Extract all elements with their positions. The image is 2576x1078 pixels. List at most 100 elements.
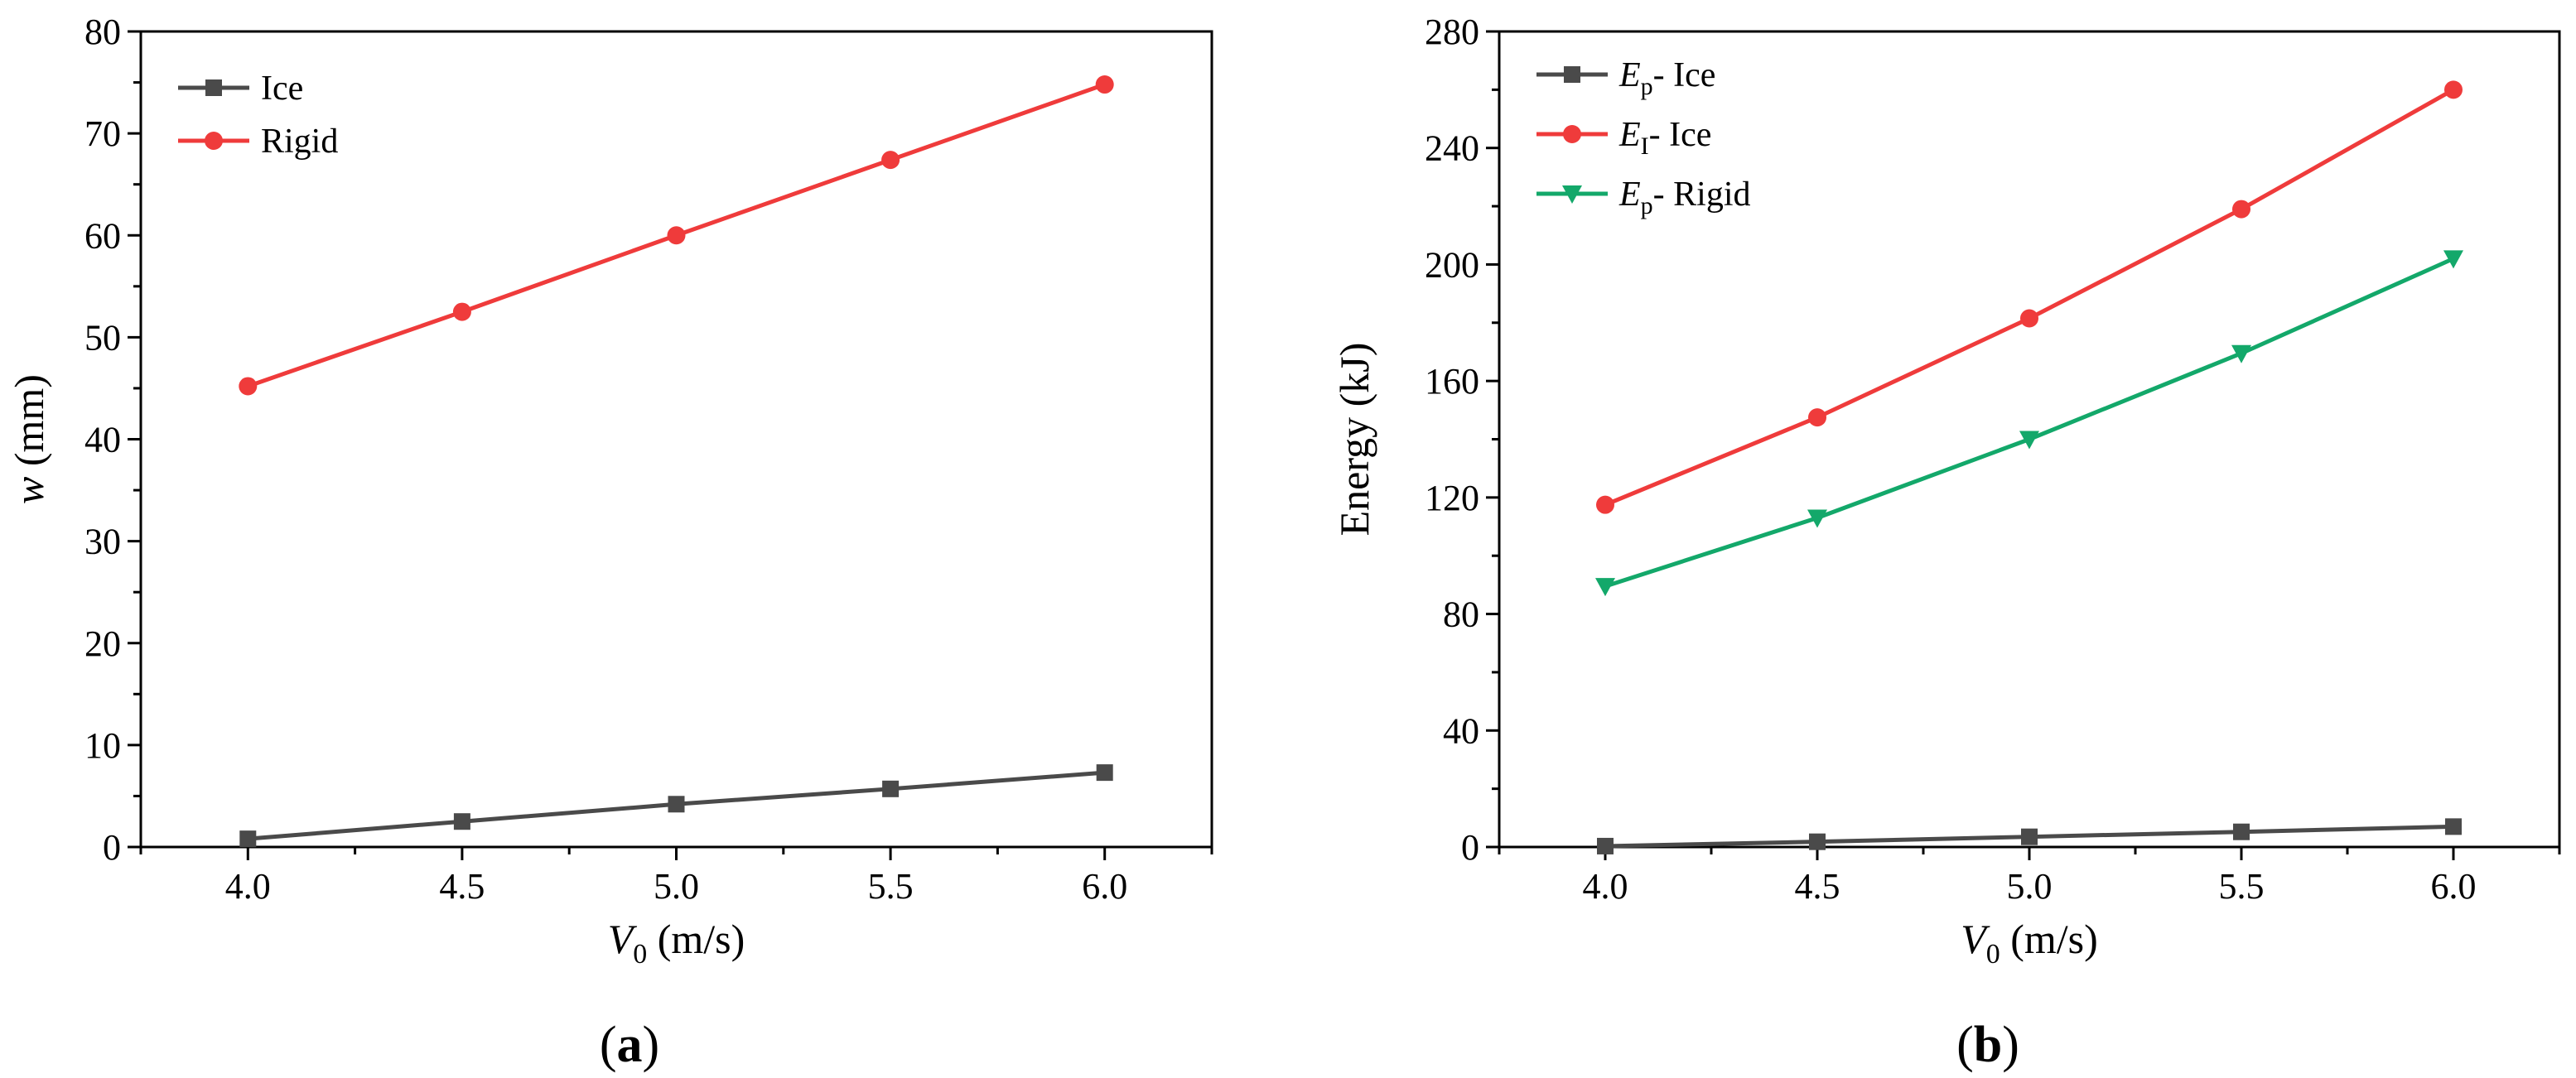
panel-label-close: ) xyxy=(2002,1017,2019,1073)
y-tick-label: 200 xyxy=(1425,244,1479,285)
data-point xyxy=(2232,200,2250,219)
legend-label-sub: I xyxy=(1641,132,1649,160)
data-point xyxy=(2231,344,2251,363)
data-point xyxy=(1096,764,1113,782)
y-tick-label: 40 xyxy=(1443,710,1479,751)
y-tick-label: 20 xyxy=(84,623,121,664)
legend-label: Ice xyxy=(261,70,303,108)
data-point xyxy=(881,151,900,170)
y-tick-label: 10 xyxy=(84,725,121,766)
series-ice xyxy=(239,764,1113,848)
data-point xyxy=(2443,250,2463,269)
data-point xyxy=(667,226,686,245)
legend-marker xyxy=(205,79,222,96)
legend-label-rest: - Ice xyxy=(1649,116,1712,154)
legend-entry: Ep- Rigid xyxy=(1536,176,1751,219)
legend-label-sub: p xyxy=(1641,192,1653,219)
legend-label: EI- Ice xyxy=(1618,116,1711,160)
series-ep-ice xyxy=(1597,818,2462,854)
legend-entry: EI- Ice xyxy=(1536,116,1711,160)
data-point xyxy=(2233,823,2250,840)
x-axis-label-unit: (m/s) xyxy=(647,916,745,962)
panel-label-a: (a) xyxy=(600,1017,659,1073)
data-point xyxy=(1596,495,1614,514)
data-point xyxy=(453,813,470,830)
x-tick-label: 4.5 xyxy=(1795,866,1840,907)
legend-entry: Ice xyxy=(178,70,303,108)
legend-marker xyxy=(1563,125,1581,143)
data-point xyxy=(452,302,471,321)
y-tick-label: 240 xyxy=(1425,128,1479,169)
data-point xyxy=(1808,408,1826,427)
series-ei-ice xyxy=(1596,80,2463,514)
legend-label-main: E xyxy=(1618,56,1641,94)
legend-marker xyxy=(205,132,223,150)
data-point xyxy=(1595,578,1615,597)
data-point xyxy=(1095,75,1114,94)
y-tick-label: 280 xyxy=(1425,12,1479,52)
x-tick-label: 5.0 xyxy=(2007,866,2053,907)
data-point xyxy=(1807,509,1827,528)
x-tick-label: 4.5 xyxy=(439,866,485,907)
legend-marker xyxy=(1562,185,1582,204)
y-tick-label: 70 xyxy=(84,113,121,154)
series-line xyxy=(1604,257,2455,589)
data-point xyxy=(882,780,900,797)
legend-label: Rigid xyxy=(261,123,338,161)
y-tick-label: 30 xyxy=(84,522,121,562)
legend-label-rest: - Ice xyxy=(1653,56,1716,94)
data-point xyxy=(2021,828,2038,845)
x-tick-label: 5.5 xyxy=(868,866,914,907)
legend-label-main: E xyxy=(1618,116,1641,154)
panel-label-close: ) xyxy=(643,1017,660,1073)
panel-label-open: ( xyxy=(1956,1017,1974,1073)
data-point xyxy=(1809,833,1826,850)
x-axis-label: V0 (m/s) xyxy=(608,916,745,970)
legend-label-main: E xyxy=(1618,176,1641,214)
y-tick-label: 0 xyxy=(103,827,121,868)
legend-label-rest: - Rigid xyxy=(1653,176,1751,214)
x-axis-label-var: V xyxy=(1961,916,1990,962)
legend-label-sub: p xyxy=(1641,73,1653,100)
panel-label-letter: b xyxy=(1974,1017,2002,1073)
x-tick-label: 5.0 xyxy=(654,866,699,907)
y-tick-label: 60 xyxy=(84,215,121,256)
legend-label-main: Ice xyxy=(261,70,303,108)
data-point xyxy=(239,830,257,848)
y-tick-label: 80 xyxy=(84,12,121,52)
legend-label-main: Rigid xyxy=(261,123,338,161)
legend-label: Ep- Rigid xyxy=(1618,176,1751,219)
y-tick-label: 40 xyxy=(84,420,121,460)
data-point xyxy=(239,377,258,396)
x-tick-label: 4.0 xyxy=(225,866,271,907)
y-tick-label: 0 xyxy=(1461,827,1479,868)
chart-panel-a: 4.0 4.5 5.0 5.5 6.0 0 10 20 30 40 50 60 70 80 V0 (m/s)… xyxy=(6,12,1213,1073)
x-axis-label-sub: 0 xyxy=(1986,939,2000,970)
series-rigid xyxy=(239,75,1114,396)
y-tick-label: 80 xyxy=(1443,594,1479,635)
y-axis-label: Energy (kJ) xyxy=(1331,343,1377,537)
panel-label-open: ( xyxy=(600,1017,617,1073)
y-axis-label-unit: Energy (kJ) xyxy=(1331,343,1377,537)
x-tick-label: 6.0 xyxy=(1082,866,1127,907)
data-point xyxy=(1597,837,1614,854)
y-axis-label-var: w xyxy=(6,477,52,504)
y-axis-label-unit: (mm) xyxy=(6,374,52,477)
series-ep-rigid xyxy=(1595,250,2463,597)
y-tick-label: 50 xyxy=(84,317,121,358)
x-tick-label: 6.0 xyxy=(2431,866,2477,907)
x-tick-label: 5.5 xyxy=(2219,866,2265,907)
data-point xyxy=(2020,309,2038,328)
data-point xyxy=(2445,818,2462,835)
y-axis-label: w (mm) xyxy=(6,374,52,504)
x-tick-label: 4.0 xyxy=(1583,866,1628,907)
y-tick-label: 120 xyxy=(1425,478,1479,518)
legend-marker xyxy=(1564,66,1580,83)
legend-entry: Rigid xyxy=(178,123,338,161)
x-axis-label-unit: (m/s) xyxy=(2000,916,2098,962)
panel-label-letter: a xyxy=(617,1017,643,1073)
panel-label-b: (b) xyxy=(1956,1017,2019,1073)
legend-entry: Ep- Ice xyxy=(1536,56,1715,100)
x-axis-label-sub: 0 xyxy=(633,939,647,970)
